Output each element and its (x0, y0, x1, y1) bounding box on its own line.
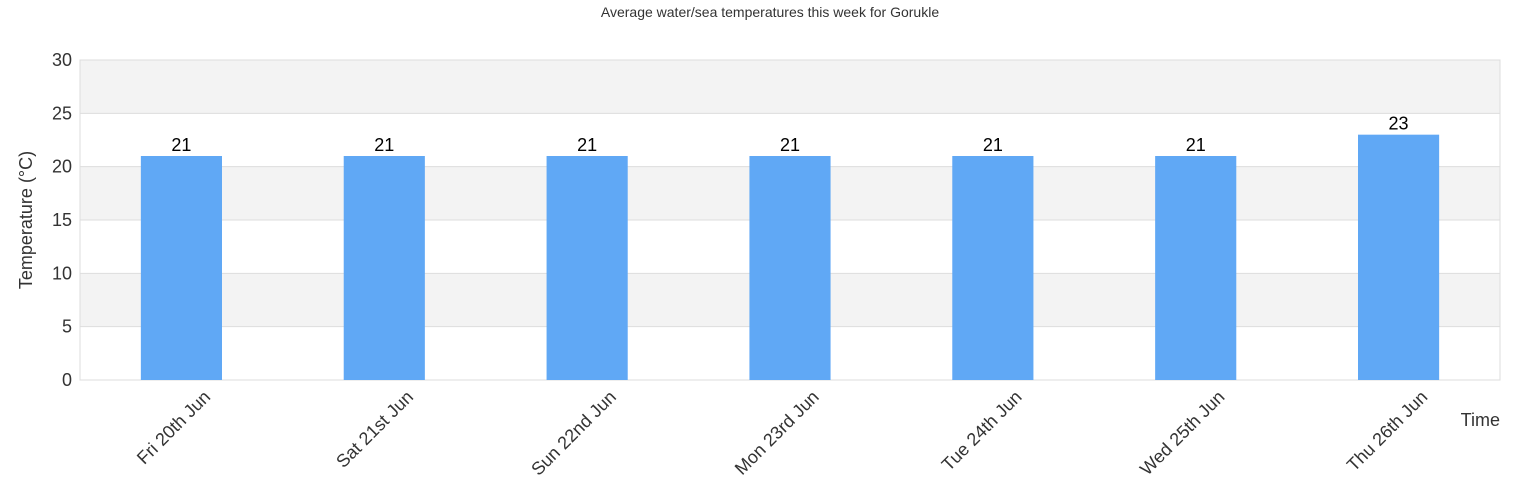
y-axis-ticks: 0 5 10 15 20 25 30 (52, 50, 72, 390)
x-axis-label: Time (1461, 410, 1500, 430)
bar (140, 156, 222, 380)
data-label: 21 (780, 135, 800, 155)
data-label: 21 (171, 135, 191, 155)
data-labels: 21 21 21 21 21 21 23 (171, 114, 1408, 155)
background-band (80, 60, 1500, 114)
x-tick-label: Fri 20th Jun (133, 387, 214, 468)
y-tick-label: 20 (52, 157, 72, 177)
data-label: 23 (1389, 114, 1409, 134)
data-label: 21 (983, 135, 1003, 155)
y-axis-label: Temperature (°C) (16, 151, 36, 289)
y-tick-label: 10 (52, 263, 72, 283)
y-tick-label: 5 (62, 317, 72, 337)
y-tick-label: 0 (62, 370, 72, 390)
x-tick-label: Sun 22nd Jun (527, 387, 620, 480)
bar (749, 156, 831, 380)
data-label: 21 (577, 135, 597, 155)
bar (1358, 134, 1440, 380)
data-label: 21 (374, 135, 394, 155)
x-tick-label: Mon 23rd Jun (731, 387, 823, 479)
bar (1155, 156, 1237, 380)
x-tick-label: Thu 26th Jun (1343, 387, 1431, 475)
y-tick-label: 25 (52, 103, 72, 123)
bar (952, 156, 1034, 380)
bars (140, 134, 1440, 380)
x-tick-label: Tue 24th Jun (938, 387, 1026, 475)
y-tick-label: 30 (52, 50, 72, 70)
x-tick-label: Sat 21st Jun (332, 387, 417, 472)
bar (546, 156, 628, 380)
y-tick-label: 15 (52, 210, 72, 230)
bar (343, 156, 425, 380)
data-label: 21 (1186, 135, 1206, 155)
x-tick-label: Wed 25th Jun (1136, 387, 1228, 479)
chart-title: Average water/sea temperatures this week… (601, 4, 939, 20)
x-axis-ticks: Fri 20th Jun Sat 21st Jun Sun 22nd Jun Mon … (133, 387, 1431, 480)
